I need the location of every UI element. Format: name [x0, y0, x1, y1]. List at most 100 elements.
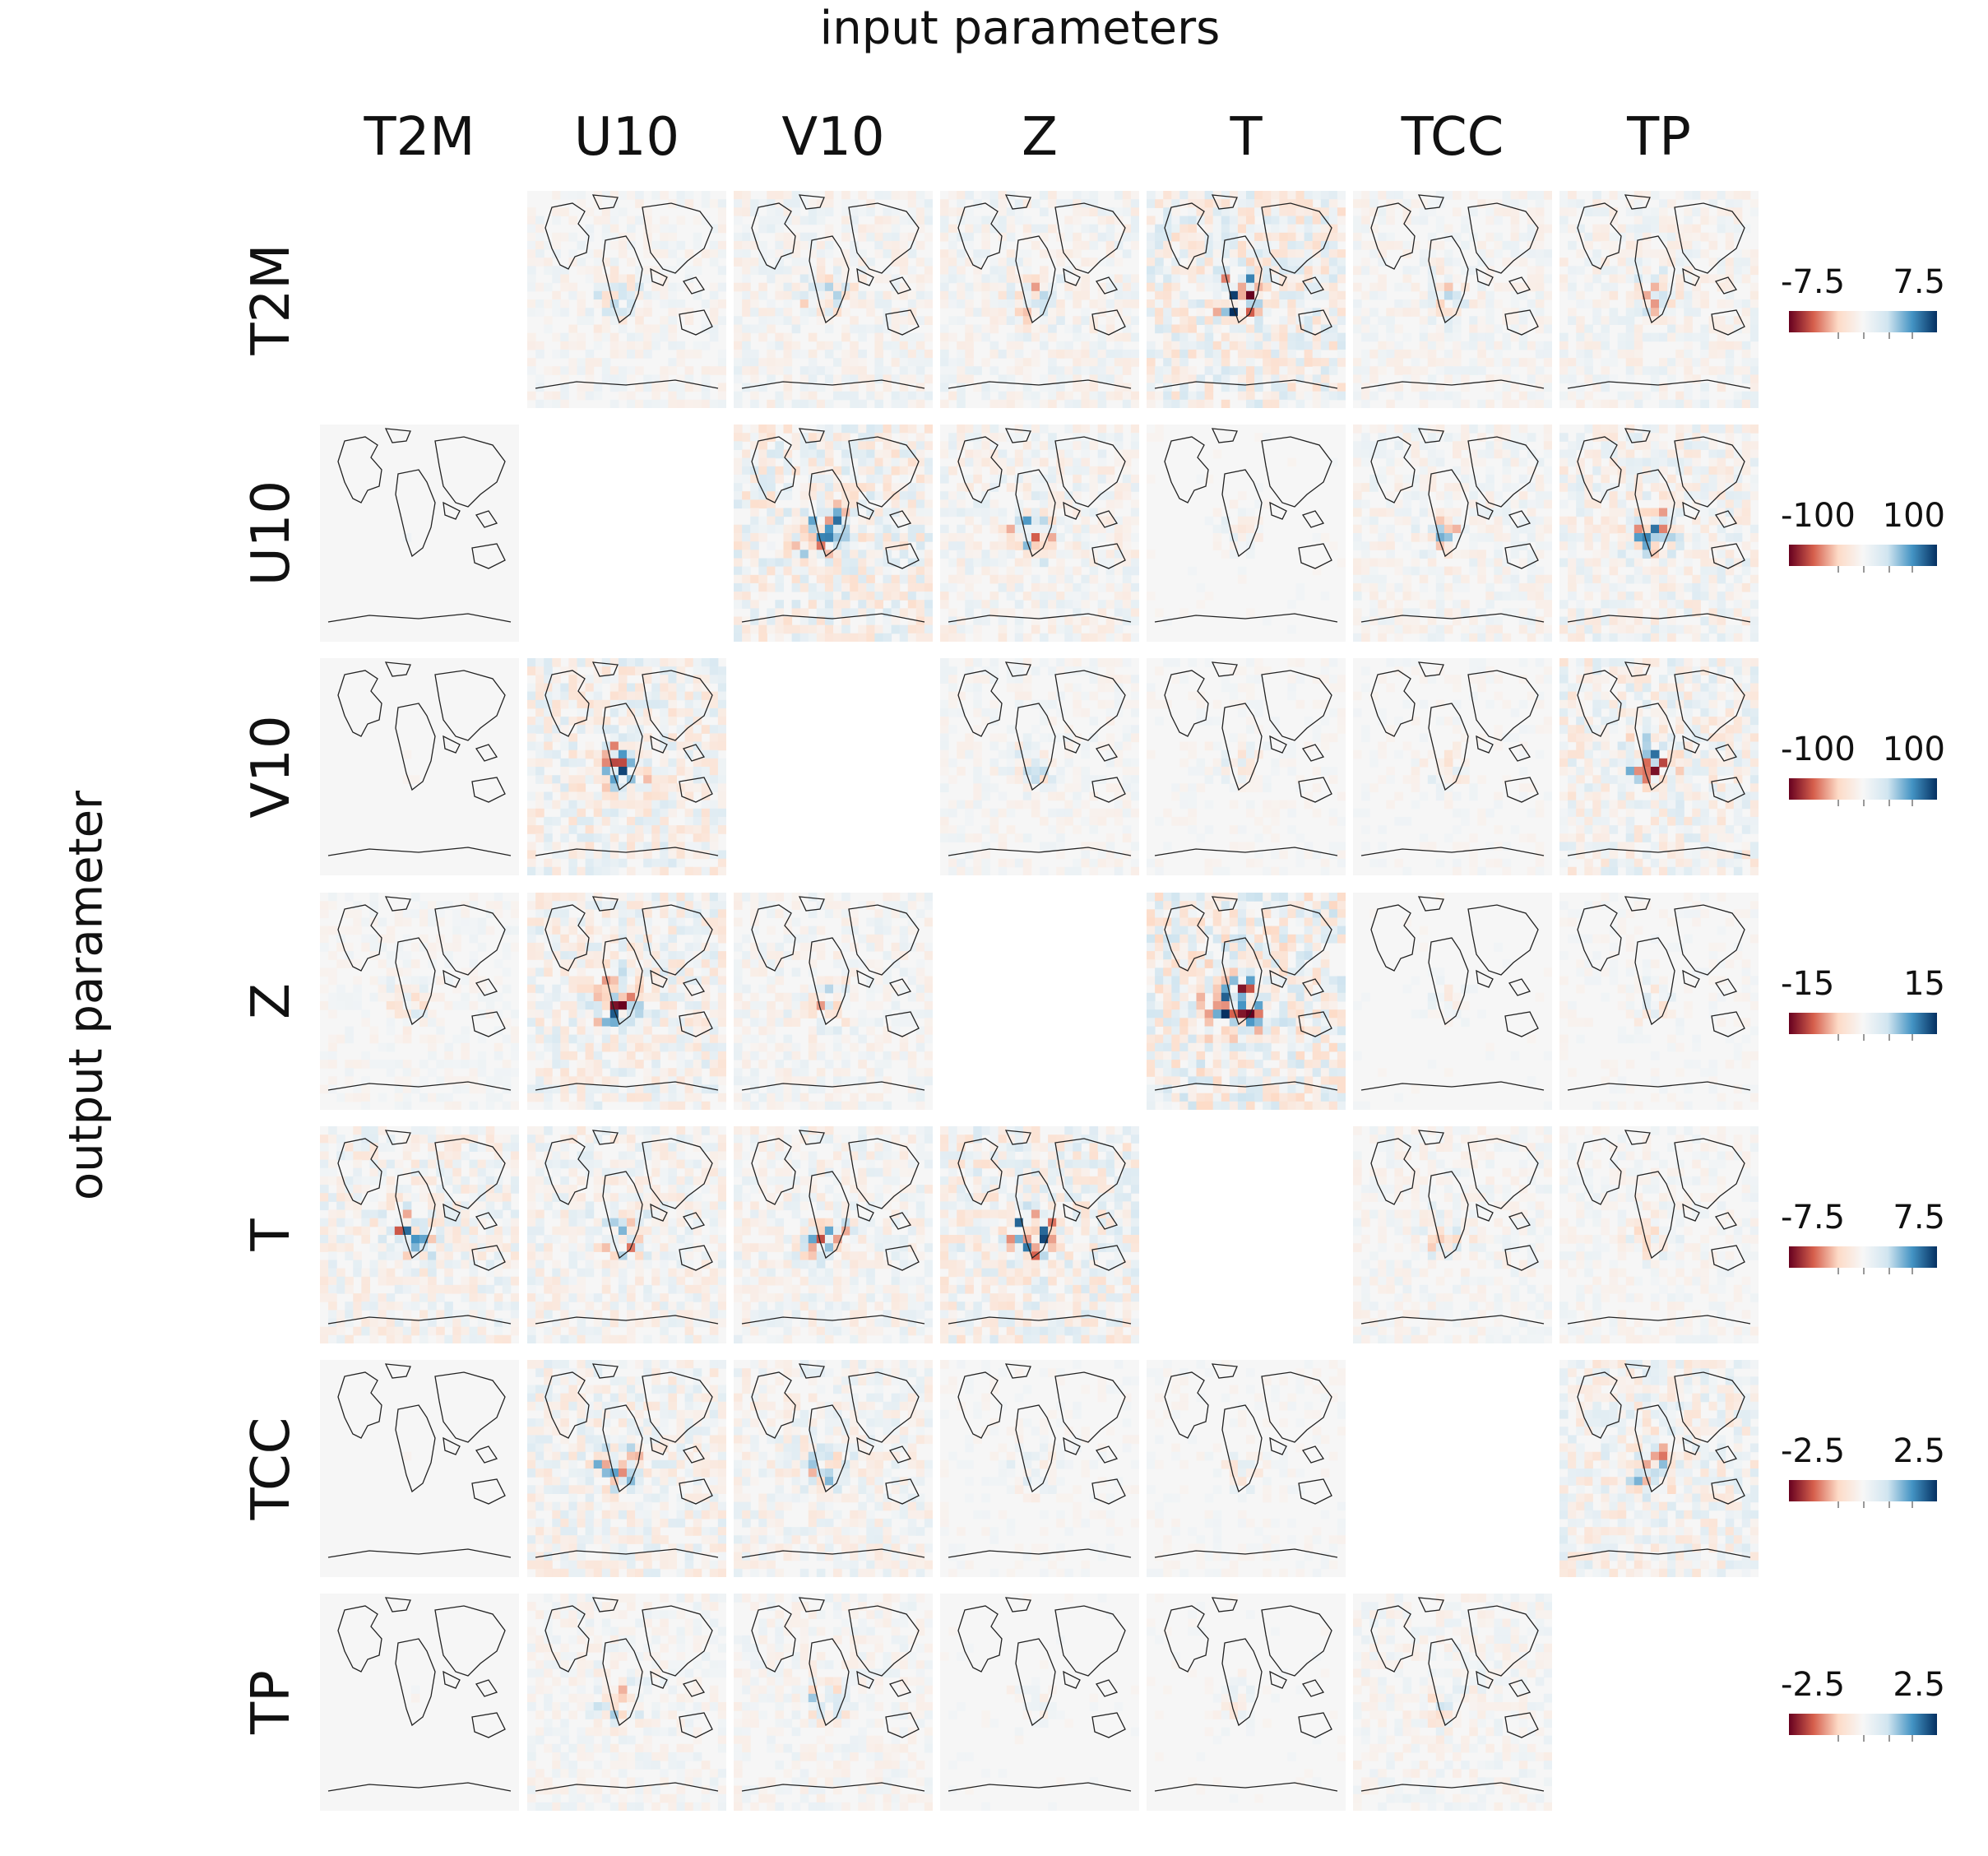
heatmap-cell: [1386, 332, 1395, 342]
heatmap-cell: [899, 191, 909, 200]
heatmap-cell: [1328, 358, 1338, 367]
heatmap-cell: [609, 224, 619, 234]
heatmap-cell: [1147, 308, 1156, 317]
heatmap-cell: [676, 683, 686, 693]
heatmap-cell: [1337, 274, 1346, 284]
heatmap-cell: [957, 558, 966, 568]
heatmap-cell: [1064, 491, 1073, 500]
heatmap-cell: [841, 290, 850, 300]
heatmap-cell: [1584, 533, 1593, 542]
heatmap-cell: [1684, 232, 1693, 242]
heatmap-cell: [742, 499, 751, 509]
heatmap-cell: [676, 191, 686, 200]
heatmap-cell: [767, 207, 776, 216]
heatmap-cell: [1064, 508, 1073, 517]
heatmap-cell: [1684, 290, 1693, 300]
heatmap-cell: [609, 833, 619, 842]
heatmap-cell: [783, 466, 793, 476]
heatmap-cell: [981, 441, 990, 450]
heatmap-cell: [1097, 457, 1107, 467]
heatmap-cell: [791, 216, 801, 225]
heatmap-cell: [1518, 457, 1528, 467]
heatmap-cell: [1064, 366, 1073, 375]
heatmap-cell: [940, 499, 949, 509]
heatmap-cell: [940, 258, 949, 267]
heatmap-cell: [998, 574, 1008, 584]
heatmap-cell: [1006, 341, 1016, 350]
heatmap-cell: [1130, 433, 1139, 442]
heatmap-cell: [758, 582, 767, 592]
heatmap-cell: [1708, 457, 1718, 467]
heatmap-cell: [1014, 199, 1024, 208]
heatmap-cell: [1031, 508, 1040, 517]
heatmap-cell: [940, 290, 949, 300]
heatmap-cell: [1650, 274, 1660, 284]
heatmap-cell: [552, 391, 561, 401]
heatmap-cell: [1633, 524, 1643, 534]
heatmap-cell: [1081, 383, 1090, 392]
heatmap-cell: [1675, 332, 1684, 342]
heatmap-cell: [1006, 207, 1016, 216]
heatmap-cell: [660, 791, 669, 801]
heatmap-cell: [1675, 224, 1684, 234]
heatmap-cell: [1105, 433, 1115, 442]
heatmap-cell: [989, 274, 999, 284]
heatmap-cell: [1130, 349, 1139, 359]
heatmap-cell: [1089, 324, 1099, 334]
heatmap-cell: [709, 783, 719, 792]
heatmap-cell: [709, 725, 719, 734]
heatmap-cell: [1014, 358, 1024, 367]
heatmap-cell: [775, 332, 784, 342]
heatmap-cell: [1568, 574, 1577, 584]
heatmap-cell: [1254, 483, 1263, 492]
heatmap-cell: [1535, 232, 1545, 242]
heatmap-cell: [1659, 466, 1668, 476]
heatmap-cell: [1279, 324, 1288, 334]
heatmap-cell: [1312, 207, 1322, 216]
heatmap-cell: [1040, 207, 1049, 216]
heatmap-cell: [816, 582, 826, 592]
heatmap-cell: [750, 308, 759, 317]
heatmap-cell: [948, 366, 957, 375]
heatmap-cell: [1188, 232, 1197, 242]
heatmap-cell: [1353, 308, 1362, 317]
heatmap-cell: [841, 358, 850, 367]
heatmap-cell: [1592, 524, 1601, 534]
heatmap-cell: [1485, 524, 1494, 534]
heatmap-cell: [874, 224, 883, 234]
heatmap-cell: [1625, 316, 1635, 325]
heatmap-cell: [1056, 558, 1065, 568]
heatmap-cell: [1502, 533, 1512, 542]
heatmap-cell: [841, 608, 850, 618]
heatmap-cell: [609, 232, 619, 242]
heatmap-cell: [948, 558, 957, 568]
heatmap-cell: [1675, 274, 1684, 284]
heatmap-cell: [1279, 207, 1288, 216]
heatmap-cell: [891, 399, 901, 408]
heatmap-cell: [701, 800, 711, 810]
heatmap-cell: [841, 216, 850, 225]
heatmap-cell: [1642, 249, 1652, 258]
heatmap-cell: [684, 708, 694, 717]
heatmap-cell: [1667, 558, 1676, 568]
heatmap-cell: [676, 833, 686, 842]
heatmap-cell: [1543, 524, 1552, 534]
heatmap-cell: [915, 374, 925, 384]
heatmap-cell: [1031, 574, 1040, 584]
heatmap-cell: [1675, 266, 1684, 276]
heatmap-cell: [824, 349, 834, 359]
heatmap-cell: [783, 491, 793, 500]
heatmap-cell: [1568, 290, 1577, 300]
heatmap-cell: [915, 516, 925, 526]
heatmap-cell: [1378, 600, 1387, 609]
heatmap-cell: [1246, 299, 1255, 309]
heatmap-cell: [1453, 290, 1462, 300]
heatmap-cell: [1502, 574, 1512, 584]
heatmap-cell: [1510, 582, 1520, 592]
heatmap-cell: [1254, 374, 1263, 384]
heatmap-cell: [1477, 483, 1486, 492]
heatmap-cell: [824, 533, 834, 542]
heatmap-cell: [701, 758, 711, 768]
heatmap-cell: [1477, 366, 1486, 375]
heatmap-cell: [627, 240, 636, 250]
